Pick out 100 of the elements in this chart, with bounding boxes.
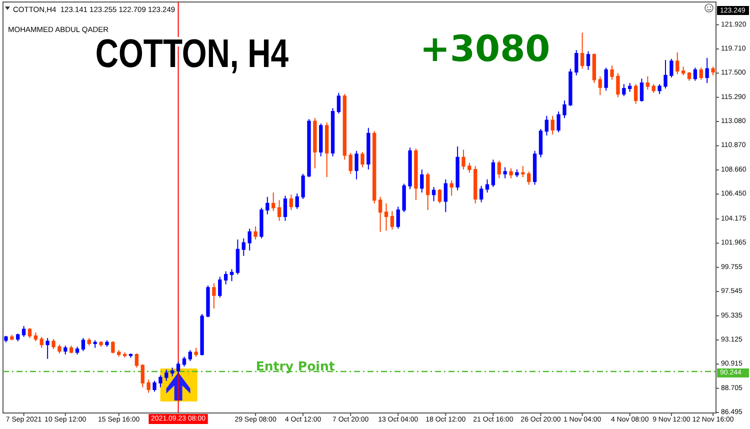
candlestick (372, 130, 376, 204)
candlestick (266, 196, 270, 215)
candlestick (687, 72, 692, 82)
candlestick (616, 72, 620, 98)
candlestick (313, 118, 317, 169)
candlestick (468, 162, 472, 174)
candlestick (206, 284, 210, 318)
candlestick (360, 151, 364, 168)
candlestick (10, 334, 14, 341)
candlestick (592, 52, 596, 84)
ref-line-label: Entry Point (256, 358, 335, 374)
candlestick (622, 84, 626, 97)
candlestick (604, 67, 608, 92)
candlestick (610, 64, 614, 80)
candlestick (176, 362, 180, 375)
candlestick (664, 60, 668, 89)
candlestick (378, 196, 382, 232)
candlestick (46, 338, 50, 360)
candlestick (146, 379, 150, 394)
candlestick (634, 84, 638, 104)
candlestick (366, 127, 370, 170)
candlestick (324, 122, 329, 178)
candlestick (527, 171, 531, 186)
candlestick (521, 166, 525, 178)
candlestick (16, 333, 20, 342)
candlestick (254, 226, 258, 240)
candlestick (307, 118, 311, 178)
candlestick (598, 76, 602, 96)
candlestick (170, 367, 174, 377)
candlestick (188, 350, 192, 362)
annotation: +3080 (420, 29, 550, 70)
candlestick (93, 340, 97, 348)
candlestick (509, 168, 513, 179)
candlestick (474, 166, 478, 204)
candlestick (444, 178, 448, 213)
candlestick (158, 374, 162, 388)
candlestick (681, 66, 686, 76)
candlestick (4, 335, 8, 343)
candlestick (574, 50, 578, 76)
candlestick (218, 276, 222, 298)
candlestick (568, 68, 572, 106)
candlestick (450, 180, 454, 196)
candlestick (64, 345, 68, 355)
candlestick (438, 188, 442, 204)
candlestick (319, 122, 323, 157)
candlestick (491, 159, 496, 188)
candlestick (111, 340, 115, 354)
candlestick (301, 173, 305, 200)
candlestick (87, 338, 91, 346)
candlestick (236, 239, 240, 276)
candlestick (562, 100, 566, 119)
candlestick (456, 146, 460, 191)
candlestick (69, 345, 74, 354)
candlestick (414, 148, 418, 201)
candlestick (134, 352, 139, 368)
candlestick (128, 352, 133, 358)
candlestick (705, 57, 709, 84)
candlestick (194, 347, 198, 358)
candlestick (538, 128, 543, 158)
candlestick (556, 110, 560, 133)
candlestick (164, 369, 168, 382)
candlestick (34, 332, 38, 342)
candlestick (348, 152, 352, 174)
candlestick (200, 313, 204, 356)
candlestick (40, 336, 44, 348)
candlestick (658, 84, 662, 94)
candlestick (628, 82, 632, 92)
candlestick (342, 93, 346, 160)
candlestick (699, 67, 703, 80)
candlestick (230, 268, 234, 282)
candlestick (544, 115, 548, 136)
candlestick (295, 193, 299, 210)
candlestick (497, 160, 501, 179)
candlestick (479, 185, 484, 203)
candlestick (646, 76, 650, 90)
candlestick (652, 84, 656, 94)
candlestick (283, 195, 288, 222)
candlestick (58, 344, 62, 354)
candlestick (182, 356, 186, 367)
candlestick (22, 325, 26, 338)
candlestick (580, 32, 584, 70)
candlestick (152, 380, 156, 392)
candlestick (99, 340, 103, 348)
candlestick (272, 192, 276, 212)
candlestick (289, 194, 294, 210)
candlestick (402, 183, 406, 213)
candlestick (354, 150, 358, 180)
candlestick (420, 168, 424, 193)
candlestick (693, 67, 698, 82)
candlestick (586, 50, 590, 70)
candlestick (640, 78, 644, 102)
candlestick (676, 52, 680, 75)
candlestick (670, 58, 674, 78)
candlestick (396, 206, 400, 230)
candlestick (260, 207, 264, 239)
candlestick (212, 282, 216, 309)
candlestick (384, 202, 388, 232)
candlestick (140, 364, 144, 388)
candlestick (81, 338, 86, 352)
candlestick (105, 340, 109, 348)
